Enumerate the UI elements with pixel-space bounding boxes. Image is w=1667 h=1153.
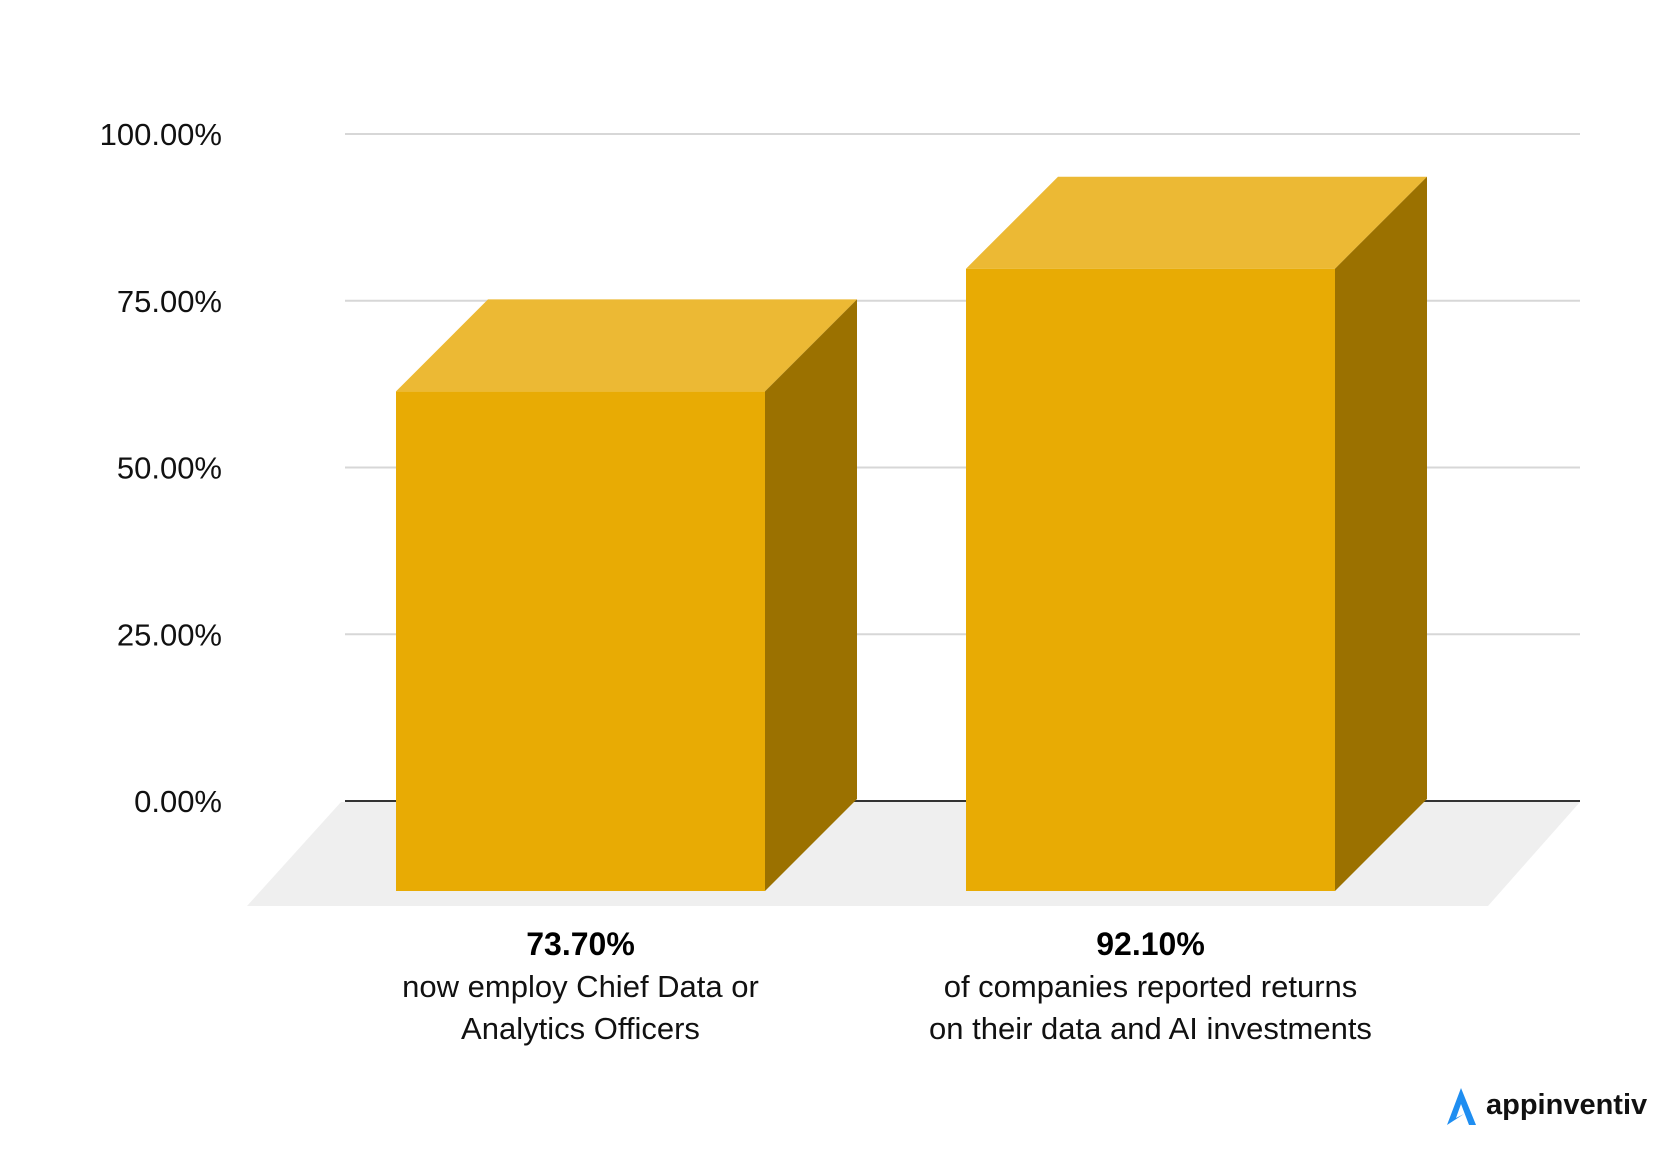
appinventiv-logo-icon <box>1447 1088 1476 1125</box>
bar-1 <box>396 299 857 891</box>
y-tick-label: 75.00% <box>117 284 222 319</box>
bar-value-label: 73.70% <box>526 926 635 962</box>
y-tick-label: 50.00% <box>117 451 222 486</box>
y-tick-label: 0.00% <box>134 784 222 819</box>
bar-value-label: 92.10% <box>1096 926 1205 962</box>
bar-front-face <box>396 391 765 891</box>
bar-description-label: now employ Chief Data or <box>402 969 759 1004</box>
brand-logo: appinventiv <box>1447 1088 1647 1125</box>
bar-front-face <box>966 268 1335 891</box>
bar-top-face <box>966 176 1427 269</box>
y-tick-label: 25.00% <box>117 617 222 652</box>
bar-top-face <box>396 299 857 392</box>
y-axis: 0.00% 25.00% 50.00% 75.00% 100.00% <box>100 117 222 819</box>
bar-description-label: on their data and AI investments <box>929 1011 1372 1046</box>
bars <box>396 176 1427 891</box>
bar-description-label: of companies reported returns <box>944 969 1358 1004</box>
bar-description-label: Analytics Officers <box>461 1011 700 1046</box>
bar-side-face <box>1335 176 1427 891</box>
y-tick-label: 100.00% <box>100 117 222 152</box>
logo-text: appinventiv <box>1486 1089 1647 1121</box>
bar-side-face <box>765 299 857 891</box>
bar-2 <box>966 176 1427 891</box>
category-labels: 73.70% now employ Chief Data or Analytics … <box>402 926 1372 1046</box>
